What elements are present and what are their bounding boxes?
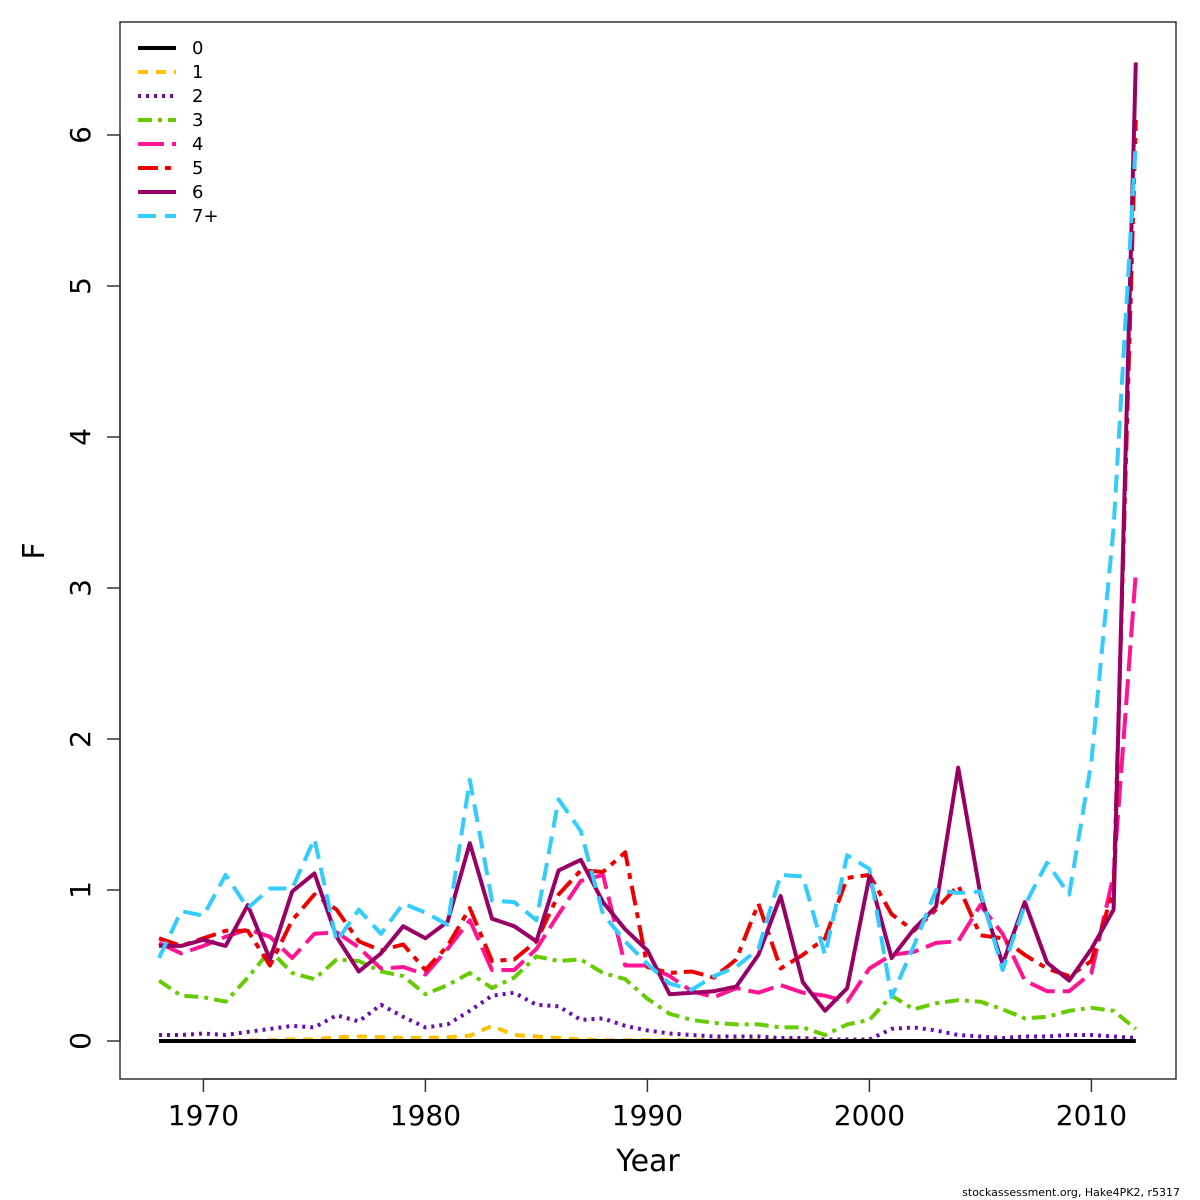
x-axis: 1970 1980 1990 2000 2010	[168, 1078, 1127, 1132]
legend-label: 3	[192, 110, 203, 131]
y-axis: 0 1 2 3 4 5 6	[64, 126, 121, 1050]
x-tick-label: 2010	[1056, 1099, 1127, 1132]
legend-label: 6	[192, 182, 203, 203]
y-tick-label: 6	[64, 126, 97, 144]
y-tick-label: 0	[64, 1032, 97, 1050]
legend-label: 4	[192, 134, 203, 155]
series-line-6	[159, 62, 1138, 1013]
series-group	[157, 62, 1138, 1043]
series-line-7plus	[157, 142, 1138, 1000]
x-tick-label: 2000	[834, 1099, 905, 1132]
legend-label: 0	[192, 38, 203, 59]
y-axis-title: F	[17, 542, 52, 559]
y-tick-label: 1	[64, 881, 97, 899]
series-line-5	[158, 119, 1138, 980]
legend-label: 5	[192, 158, 203, 179]
x-tick-label: 1990	[612, 1099, 683, 1132]
x-tick-label: 1970	[168, 1099, 239, 1132]
legend-label: 7+	[192, 206, 219, 227]
x-axis-title: Year	[615, 1144, 680, 1179]
y-tick-label: 5	[64, 277, 97, 295]
legend-label: 2	[192, 86, 203, 107]
series-line-2	[159, 990, 1136, 1042]
series-line-3	[157, 948, 1138, 1037]
caption: stockassessment.org, Hake4PK2, r5317	[962, 1186, 1180, 1199]
y-tick-label: 2	[64, 730, 97, 748]
x-tick-label: 1980	[390, 1099, 461, 1132]
y-tick-label: 3	[64, 579, 97, 597]
legend: 0 1 2 3 4 5 6 7+	[138, 38, 219, 227]
series-line-1	[159, 1023, 1136, 1043]
y-tick-label: 4	[64, 428, 97, 446]
legend-label: 1	[192, 62, 203, 83]
